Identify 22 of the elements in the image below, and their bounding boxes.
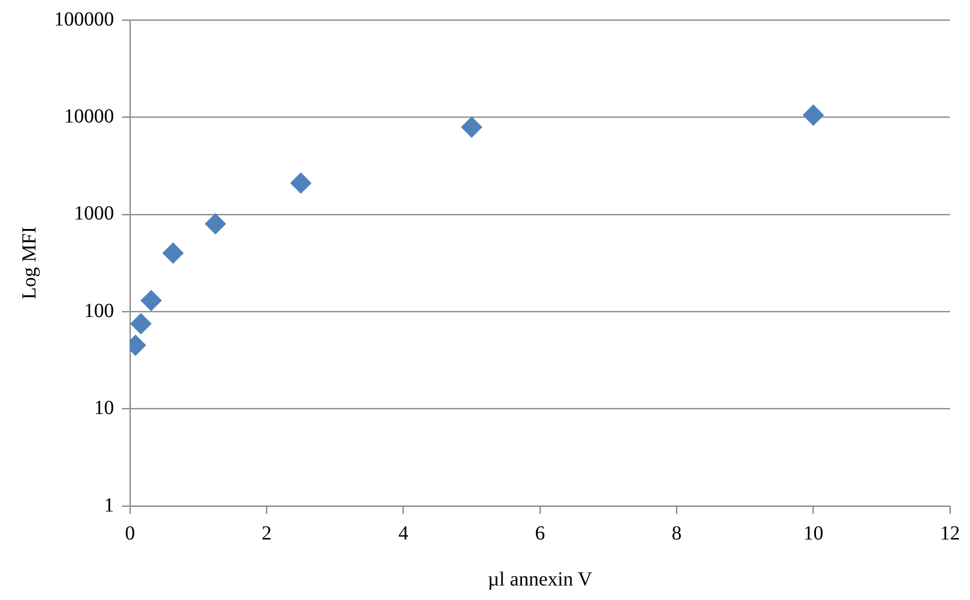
y-tick-label: 100000	[54, 8, 114, 30]
x-tick-label: 4	[398, 522, 408, 544]
point	[290, 172, 312, 194]
y-axis-title: Log MFI	[18, 226, 40, 300]
x-tick-label: 6	[535, 522, 545, 544]
y-tick-label: 10	[94, 397, 114, 420]
x-tick-label: 12	[940, 522, 960, 544]
point	[130, 313, 152, 334]
y-tick-label: 1000	[74, 202, 114, 225]
y-tick-label: 1	[104, 494, 114, 516]
x-tick-label: 10	[803, 522, 824, 544]
x-tick-label: 2	[262, 522, 272, 544]
point	[802, 104, 824, 126]
x-tick-label: 8	[672, 522, 682, 544]
y-tick-label: 100	[84, 300, 114, 322]
point	[461, 116, 482, 138]
point	[162, 242, 184, 264]
point	[140, 290, 162, 312]
x-axis-title: µl annexin V	[488, 568, 593, 590]
x-tick-label: 0	[125, 522, 135, 544]
y-tick-label: 10000	[64, 105, 114, 128]
point	[204, 213, 226, 234]
